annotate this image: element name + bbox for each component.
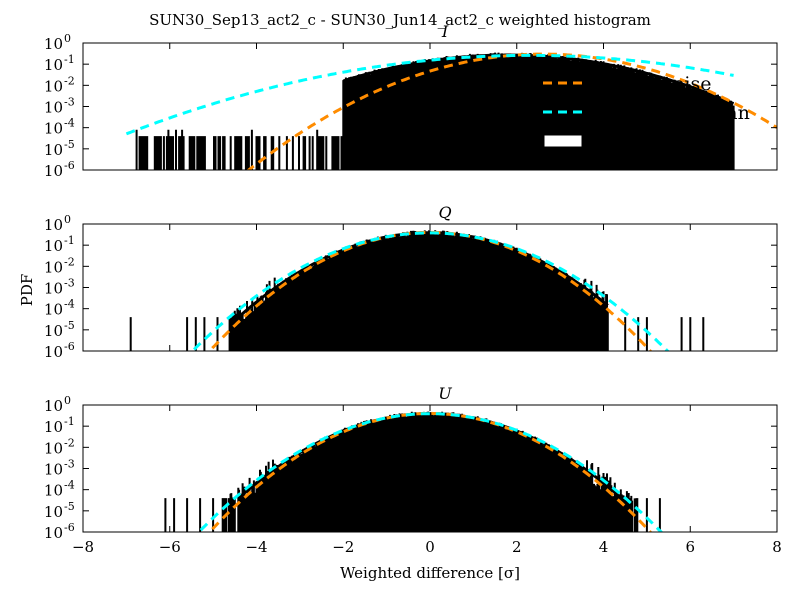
y-tick-label: 10 — [44, 301, 63, 319]
y-tick-label: 10 — [44, 524, 63, 542]
data-histogram-bars — [129, 230, 705, 351]
y-tick-label: 10 — [44, 141, 63, 159]
y-tick-exponent: -3 — [64, 458, 75, 471]
x-tick-label: 4 — [599, 538, 609, 556]
y-tick-label: 10 — [44, 503, 63, 521]
y-tick-exponent: 0 — [64, 32, 71, 45]
y-tick-exponent: -1 — [64, 415, 75, 428]
y-tick-exponent: -4 — [64, 479, 75, 492]
x-tick-label: 8 — [772, 538, 782, 556]
y-tick-exponent: -5 — [64, 319, 75, 332]
x-axis-label: Weighted difference [σ] — [340, 564, 520, 582]
x-tick-label: −2 — [332, 538, 354, 556]
legend-swatch-data — [541, 132, 585, 150]
y-tick-label: 10 — [44, 216, 63, 234]
y-tick-label: 10 — [44, 56, 63, 74]
panel-title-u: U — [438, 384, 452, 403]
y-tick-label: 10 — [44, 418, 63, 436]
x-tick-label: 6 — [685, 538, 695, 556]
y-axis-label: PDF — [18, 274, 36, 307]
y-tick-exponent: -2 — [64, 436, 75, 449]
data-histogram-bars — [164, 411, 661, 532]
y-tick-exponent: -3 — [64, 96, 75, 109]
x-tick-label: −8 — [72, 538, 94, 556]
fitted-gaussian-curve — [196, 412, 664, 532]
panel-title-q: Q — [438, 203, 451, 222]
y-tick-exponent: -4 — [64, 298, 75, 311]
y-tick-label: 10 — [44, 322, 63, 340]
x-tick-label: 2 — [512, 538, 522, 556]
x-tick-label: −4 — [245, 538, 267, 556]
y-tick-exponent: -5 — [64, 500, 75, 513]
white-noise-curve — [207, 411, 653, 532]
y-tick-label: 10 — [44, 439, 63, 457]
y-tick-exponent: -3 — [64, 277, 75, 290]
plot-area — [129, 230, 705, 351]
y-tick-exponent: -1 — [64, 234, 75, 247]
y-tick-exponent: -1 — [64, 53, 75, 66]
y-tick-exponent: -6 — [64, 159, 75, 172]
y-tick-label: 10 — [44, 343, 63, 361]
y-tick-exponent: 0 — [64, 394, 71, 407]
legend-label-data: Data — [598, 131, 644, 153]
y-tick-exponent: -2 — [64, 255, 75, 268]
legend: White noise Fitted Gaussian Data — [541, 73, 750, 153]
plot-area — [164, 411, 664, 532]
y-tick-label: 10 — [44, 237, 63, 255]
y-tick-label: 10 — [44, 482, 63, 500]
y-tick-label: 10 — [44, 35, 63, 53]
y-tick-label: 10 — [44, 162, 63, 180]
panel-title-i: I — [441, 22, 449, 41]
y-tick-label: 10 — [44, 120, 63, 138]
y-tick-label: 10 — [44, 280, 63, 298]
y-tick-label: 10 — [44, 397, 63, 415]
white-noise-curve — [246, 52, 777, 170]
y-tick-exponent: 0 — [64, 213, 71, 226]
y-tick-exponent: -5 — [64, 138, 75, 151]
data-series — [129, 230, 705, 351]
fitted-gaussian-curve — [190, 231, 670, 351]
y-tick-label: 10 — [44, 99, 63, 117]
y-tick-label: 10 — [44, 461, 63, 479]
y-tick-exponent: -2 — [64, 74, 75, 87]
legend-label-fitted-gaussian: Fitted Gaussian — [598, 102, 750, 124]
x-tick-label: −6 — [159, 538, 181, 556]
y-tick-label: 10 — [44, 258, 63, 276]
plot-area — [125, 52, 777, 170]
white-noise-curve — [207, 230, 653, 351]
fitted-gaussian-curve — [125, 53, 734, 136]
y-tick-exponent: -6 — [64, 521, 75, 534]
y-tick-exponent: -4 — [64, 117, 75, 130]
y-tick-label: 10 — [44, 77, 63, 95]
legend-label-white-noise: White noise — [598, 73, 712, 95]
x-tick-label: 0 — [425, 538, 435, 556]
figure-title: SUN30_Sep13_act2_c - SUN30_Jun14_act2_c … — [149, 11, 651, 29]
y-tick-exponent: -6 — [64, 340, 75, 353]
